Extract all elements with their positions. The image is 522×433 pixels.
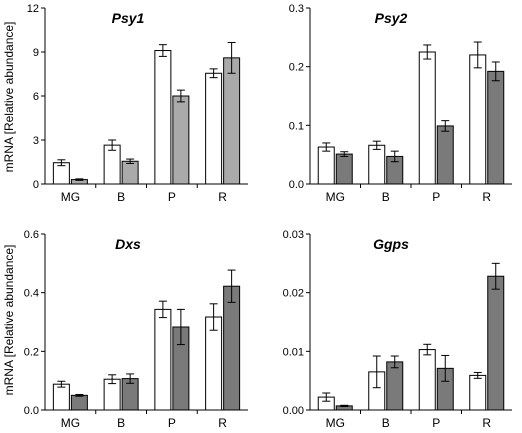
y-tick-label: 0.6 <box>24 229 39 241</box>
bar-mg-2 <box>335 153 353 185</box>
bar-b-2 <box>121 160 139 185</box>
bar-r-1 <box>205 72 223 185</box>
x-tick-label: R <box>218 190 227 204</box>
y-tick-label: 0.01 <box>283 346 304 358</box>
y-tick-label: 12 <box>27 3 39 15</box>
x-tick-label: P <box>168 190 176 204</box>
bar-r-2 <box>223 57 241 185</box>
chart-title: Dxs <box>115 236 141 252</box>
bar-p-1 <box>154 308 172 411</box>
y-tick-label: 0.2 <box>289 62 304 74</box>
bar-r-1 <box>205 316 223 411</box>
panel-psy2: 0.0 0.1 0.2 0.3 Psy2 MG B P R <box>289 3 512 204</box>
y-tick-label: 0.2 <box>24 346 39 358</box>
bar-p-2 <box>436 125 454 185</box>
x-tick-label: MG <box>326 416 345 430</box>
panel-psy1: 0 3 6 9 12 Psy1 MG B P R <box>27 3 248 204</box>
y-tick-label: 0.3 <box>289 3 304 15</box>
bar-r-2 <box>487 70 505 185</box>
chart-title: Psy2 <box>375 10 408 26</box>
bar-b-2 <box>386 361 404 411</box>
bar-mg-1 <box>317 146 335 185</box>
chart-title: Ggps <box>373 236 409 252</box>
x-tick-label: P <box>432 190 440 204</box>
bar-p-1 <box>154 50 172 185</box>
bar-mg-1 <box>52 383 70 411</box>
y-tick-label: 0.03 <box>283 229 304 241</box>
y-tick-label: 0.0 <box>289 179 304 191</box>
x-tick-label: R <box>482 190 491 204</box>
y-tick-label: 0 <box>33 179 39 191</box>
bar-r-1 <box>469 374 487 411</box>
panel-ggps: 0.00 0.01 0.02 0.03 Ggps MG B P R <box>283 229 512 430</box>
x-tick-label: R <box>482 416 491 430</box>
x-tick-label: B <box>117 416 125 430</box>
x-tick-label: P <box>168 416 176 430</box>
y-tick-label: 0.00 <box>283 405 304 417</box>
panel-dxs: 0.0 0.2 0.4 0.6 Dxs MG B P R <box>24 229 248 430</box>
x-tick-label: P <box>432 416 440 430</box>
bar-p-1 <box>418 51 436 185</box>
bar-p-2 <box>172 95 190 185</box>
x-tick-label: MG <box>326 190 345 204</box>
y-tick-label: 6 <box>33 91 39 103</box>
chart-title: Psy1 <box>112 10 145 26</box>
y-axis-label-top: mRNA [Relative abundance] <box>2 22 16 173</box>
x-tick-label: B <box>382 190 390 204</box>
x-tick-label: R <box>218 416 227 430</box>
bar-r-1 <box>469 54 487 185</box>
x-tick-label: B <box>382 416 390 430</box>
x-tick-label: B <box>117 190 125 204</box>
x-tick-label: MG <box>61 190 80 204</box>
y-tick-label: 3 <box>33 135 39 147</box>
bar-b-1 <box>368 144 386 185</box>
y-tick-label: 0.1 <box>289 120 304 132</box>
y-axis-label-bottom: mRNA [Relative abundance] <box>2 245 16 396</box>
y-tick-label: 0.0 <box>24 405 39 417</box>
y-tick-label: 9 <box>33 47 39 59</box>
x-tick-label: MG <box>61 416 80 430</box>
bar-r-2 <box>223 285 241 411</box>
y-tick-label: 0.02 <box>283 288 304 300</box>
bar-b-1 <box>103 144 121 185</box>
y-tick-label: 0.4 <box>24 288 39 300</box>
bar-mg-2 <box>70 394 88 411</box>
bar-p-1 <box>418 349 436 411</box>
bar-r-2 <box>487 275 505 411</box>
